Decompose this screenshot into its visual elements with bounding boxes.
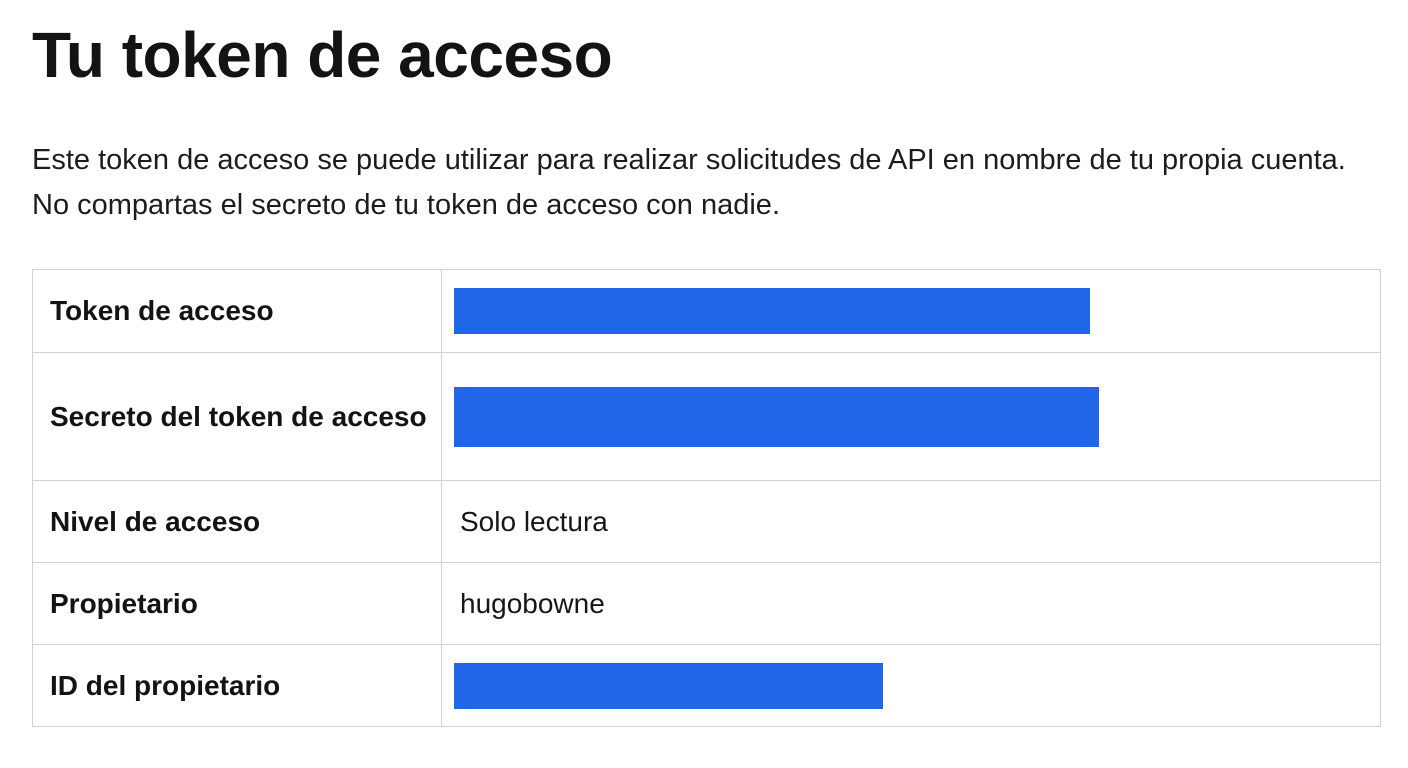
access-level-label: Nivel de acceso [32, 480, 442, 563]
access-token-secret-label: Secreto del token de acceso [32, 352, 442, 481]
table-row-owner-id: ID del propietario [32, 644, 1381, 727]
token-details-table: Token de acceso Secreto del token de acc… [32, 269, 1381, 727]
access-level-text: Solo lectura [460, 505, 608, 537]
page-description: Este token de acceso se puede utilizar p… [32, 144, 1346, 221]
access-token-value [441, 269, 1381, 353]
page-title: Tu token de acceso [32, 19, 613, 91]
table-row-owner: Propietario hugobowne [32, 562, 1381, 645]
table-row-access-token-secret: Secreto del token de acceso [32, 352, 1381, 481]
owner-id-value [441, 644, 1381, 727]
owner-id-label: ID del propietario [32, 644, 442, 727]
token-page: Tu token de acceso Este token de acceso … [32, 14, 1382, 727]
access-level-value: Solo lectura [441, 480, 1381, 563]
access-token-label: Token de acceso [32, 269, 442, 353]
owner-label: Propietario [32, 562, 442, 645]
access-token-redaction [454, 288, 1090, 334]
table-row-access-token: Token de acceso [32, 269, 1381, 353]
access-token-secret-redaction [454, 386, 1099, 447]
owner-text: hugobowne [460, 587, 605, 619]
table-row-access-level: Nivel de acceso Solo lectura [32, 480, 1381, 563]
access-token-secret-value [441, 352, 1381, 481]
owner-value: hugobowne [441, 562, 1381, 645]
owner-id-redaction [454, 662, 883, 709]
